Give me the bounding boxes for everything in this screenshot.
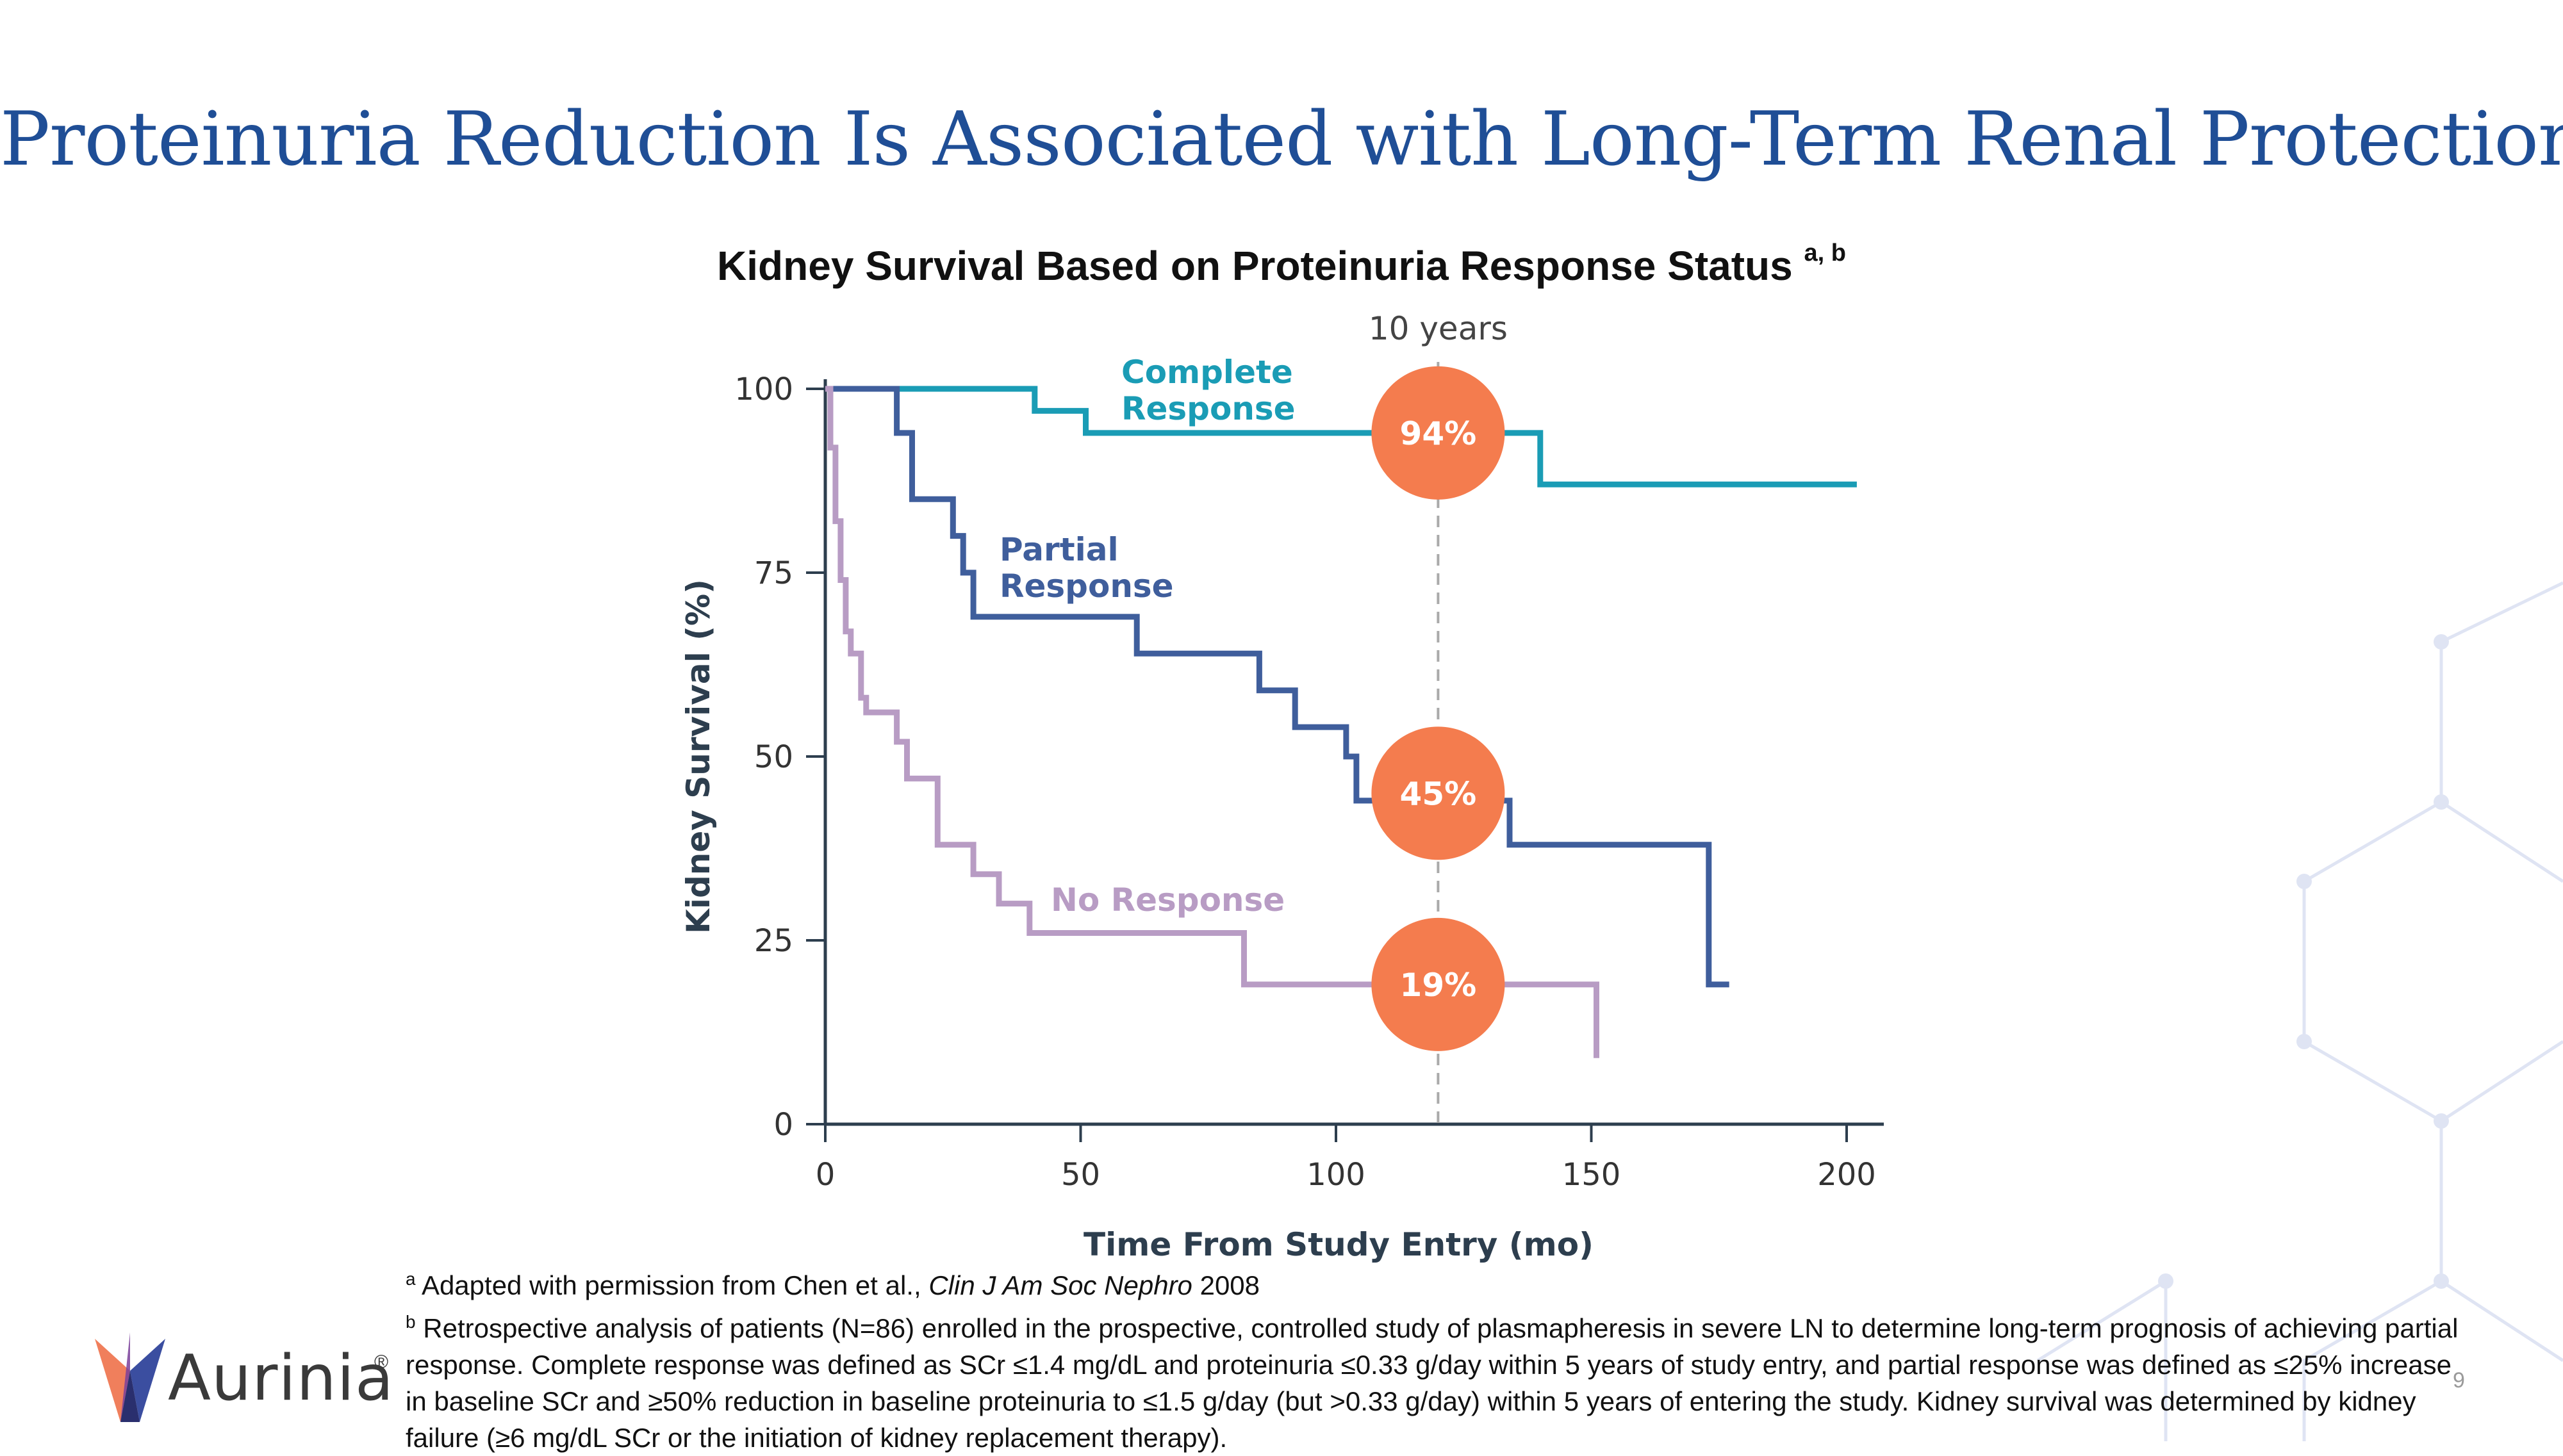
- chart-title: Kidney Survival Based on Proteinuria Res…: [0, 240, 2563, 290]
- x-tick-label: 150: [1562, 1157, 1621, 1193]
- footnotes: a Adapted with permission from Chen et a…: [406, 1261, 2469, 1456]
- y-tick-label: 0: [773, 1107, 793, 1143]
- y-axis-label: Kidney Survival (%): [680, 579, 717, 934]
- y-tick-label: 25: [754, 923, 793, 959]
- chart-title-text: Kidney Survival Based on Proteinuria Res…: [717, 243, 1793, 289]
- reference-line-label: 10 years: [1369, 310, 1508, 347]
- logo-registered-mark: ®: [374, 1352, 389, 1373]
- slide-title: Proteinuria Reduction Is Associated with…: [0, 96, 2563, 183]
- annotation-circle: [1371, 366, 1505, 500]
- hexagon-decoration: [2036, 581, 2563, 1441]
- y-tick-label: 50: [754, 739, 793, 775]
- series-label: Partial: [1000, 531, 1119, 568]
- series-label: Response: [1121, 390, 1296, 427]
- logo-text: Aurinia: [168, 1342, 395, 1415]
- annotation-label: 45%: [1400, 775, 1477, 812]
- x-tick-label: 50: [1061, 1157, 1100, 1193]
- footnote-a: a Adapted with permission from Chen et a…: [406, 1269, 1260, 1300]
- y-tick-label: 100: [734, 372, 793, 407]
- annotation-circle: [1371, 917, 1505, 1051]
- chart-title-superscript: a, b: [1804, 240, 1846, 266]
- x-tick-label: 200: [1817, 1157, 1876, 1193]
- y-tick-label: 75: [754, 555, 793, 591]
- series-label: Complete: [1121, 354, 1293, 391]
- footnote-b: b Retrospective analysis of patients (N=…: [406, 1312, 2459, 1453]
- series-line-no-response: [825, 386, 1599, 1058]
- aurinia-logo-icon: [95, 1332, 165, 1422]
- series-label: Response: [1000, 568, 1174, 605]
- annotation-label: 94%: [1400, 415, 1477, 452]
- annotation-label: 19%: [1400, 967, 1477, 1004]
- page-number: 9: [2453, 1368, 2465, 1393]
- series-label: No Response: [1051, 881, 1285, 919]
- x-axis-label: Time From Study Entry (mo): [1084, 1226, 1594, 1263]
- annotation-circle: [1371, 726, 1505, 860]
- x-tick-label: 0: [816, 1157, 836, 1193]
- x-tick-label: 100: [1306, 1157, 1365, 1193]
- series-line-complete-response: [825, 386, 1857, 487]
